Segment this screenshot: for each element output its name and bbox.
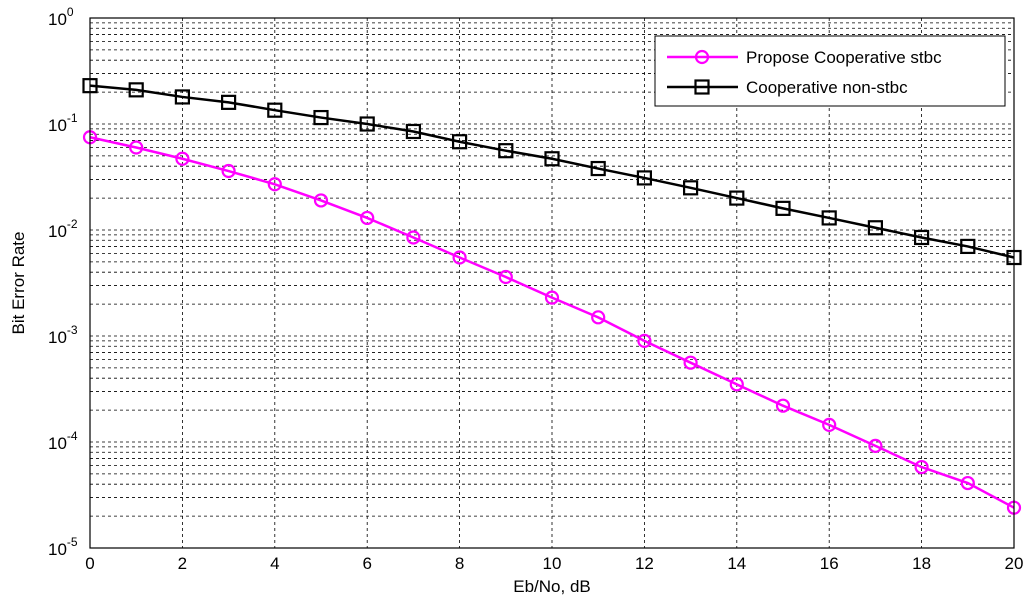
series-line bbox=[89, 84, 1015, 259]
x-tick-label: 2 bbox=[178, 554, 187, 573]
data-point bbox=[267, 177, 282, 192]
data-point bbox=[406, 230, 421, 245]
legend-label: Cooperative non-stbc bbox=[746, 78, 908, 97]
data-point bbox=[775, 398, 791, 413]
x-tick-label: 0 bbox=[85, 554, 94, 573]
data-point bbox=[591, 310, 606, 325]
y-axis-label: Bit Error Rate bbox=[9, 232, 28, 335]
data-point bbox=[498, 269, 513, 285]
y-tick-label: 10-1 bbox=[48, 111, 78, 135]
series-2 bbox=[82, 78, 1022, 266]
data-point bbox=[174, 89, 190, 105]
data-point bbox=[452, 134, 468, 150]
plot-frame bbox=[89, 17, 1015, 549]
data-point bbox=[637, 333, 652, 348]
data-point bbox=[544, 290, 560, 305]
data-point bbox=[359, 116, 375, 132]
data-point bbox=[360, 210, 375, 226]
x-axis-label: Eb/No, dB bbox=[513, 577, 591, 596]
data-point bbox=[822, 417, 837, 432]
data-point bbox=[452, 250, 467, 265]
data-point bbox=[636, 170, 653, 186]
data-point bbox=[313, 109, 329, 126]
x-tick-label: 4 bbox=[270, 554, 279, 573]
data-point bbox=[913, 229, 930, 246]
series-line bbox=[89, 136, 1015, 509]
data-point bbox=[267, 102, 283, 118]
x-tick-label: 18 bbox=[912, 554, 931, 573]
x-tick-label: 16 bbox=[820, 554, 839, 573]
legend-box bbox=[654, 35, 1006, 107]
data-point bbox=[313, 193, 329, 208]
data-point bbox=[129, 140, 144, 155]
data-point bbox=[775, 200, 791, 216]
y-tick-label: 10-3 bbox=[48, 323, 78, 347]
x-tick-label: 10 bbox=[543, 554, 562, 573]
data-point bbox=[498, 143, 514, 159]
y-tick-label: 10-5 bbox=[48, 535, 78, 559]
data-point bbox=[868, 438, 883, 453]
data-point bbox=[221, 94, 237, 110]
x-tick-label: 14 bbox=[727, 554, 746, 573]
data-point bbox=[128, 82, 144, 98]
data-point bbox=[914, 459, 929, 475]
data-point bbox=[175, 151, 190, 166]
legend-item: Propose Cooperative stbc bbox=[667, 48, 942, 67]
y-tick-labels: 100 10-1 10-2 10-3 10-4 10-5 bbox=[48, 5, 78, 559]
legend: Propose Cooperative stbc Cooperative non-… bbox=[654, 35, 1006, 107]
y-tick-label: 100 bbox=[48, 5, 74, 29]
data-point bbox=[682, 180, 699, 196]
legend-item: Cooperative non-stbc bbox=[667, 78, 908, 97]
data-point bbox=[221, 163, 236, 179]
legend-marker bbox=[694, 79, 710, 95]
legend-marker bbox=[694, 49, 710, 65]
data-point bbox=[729, 377, 744, 392]
x-tick-label: 8 bbox=[455, 554, 464, 573]
data-point bbox=[867, 220, 884, 236]
y-tick-label: 10-4 bbox=[48, 429, 78, 453]
data-point bbox=[960, 475, 975, 491]
x-tick-label: 20 bbox=[1005, 554, 1024, 573]
data-point bbox=[729, 190, 745, 206]
x-tick-label: 6 bbox=[362, 554, 371, 573]
data-point bbox=[590, 160, 606, 177]
data-point bbox=[960, 238, 976, 255]
data-point bbox=[405, 123, 421, 140]
y-tick-label: 10-2 bbox=[48, 217, 78, 241]
x-tick-label: 12 bbox=[635, 554, 654, 573]
data-point bbox=[544, 151, 560, 167]
data-point bbox=[683, 355, 698, 370]
x-tick-labels: 0 2 4 6 8 10 12 14 16 18 20 bbox=[85, 554, 1023, 573]
data-point bbox=[821, 210, 837, 226]
legend-label: Propose Cooperative stbc bbox=[746, 48, 942, 67]
grid bbox=[89, 17, 1015, 548]
